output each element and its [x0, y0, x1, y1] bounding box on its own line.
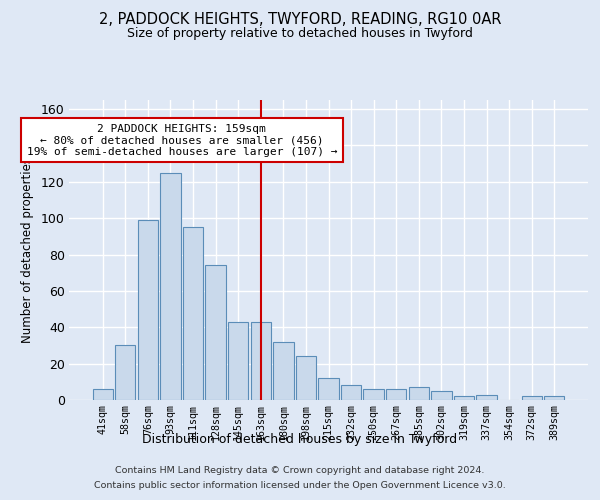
Text: 2, PADDOCK HEIGHTS, TWYFORD, READING, RG10 0AR: 2, PADDOCK HEIGHTS, TWYFORD, READING, RG…: [99, 12, 501, 28]
Bar: [228, 322, 248, 400]
Text: Contains HM Land Registry data © Crown copyright and database right 2024.: Contains HM Land Registry data © Crown c…: [115, 466, 485, 475]
Bar: [183, 228, 203, 400]
Bar: [251, 322, 271, 400]
Bar: [273, 342, 293, 400]
Bar: [544, 396, 565, 400]
Bar: [409, 388, 429, 400]
Bar: [431, 391, 452, 400]
Bar: [138, 220, 158, 400]
Bar: [364, 389, 384, 400]
Bar: [160, 172, 181, 400]
Bar: [115, 346, 136, 400]
Bar: [205, 266, 226, 400]
Bar: [296, 356, 316, 400]
Bar: [341, 386, 361, 400]
Text: 2 PADDOCK HEIGHTS: 159sqm
← 80% of detached houses are smaller (456)
19% of semi: 2 PADDOCK HEIGHTS: 159sqm ← 80% of detac…: [26, 124, 337, 157]
Bar: [92, 389, 113, 400]
Bar: [476, 394, 497, 400]
Text: Distribution of detached houses by size in Twyford: Distribution of detached houses by size …: [142, 432, 458, 446]
Bar: [454, 396, 474, 400]
Y-axis label: Number of detached properties: Number of detached properties: [21, 157, 34, 343]
Bar: [521, 396, 542, 400]
Text: Size of property relative to detached houses in Twyford: Size of property relative to detached ho…: [127, 28, 473, 40]
Bar: [319, 378, 338, 400]
Text: Contains public sector information licensed under the Open Government Licence v3: Contains public sector information licen…: [94, 481, 506, 490]
Bar: [386, 389, 406, 400]
